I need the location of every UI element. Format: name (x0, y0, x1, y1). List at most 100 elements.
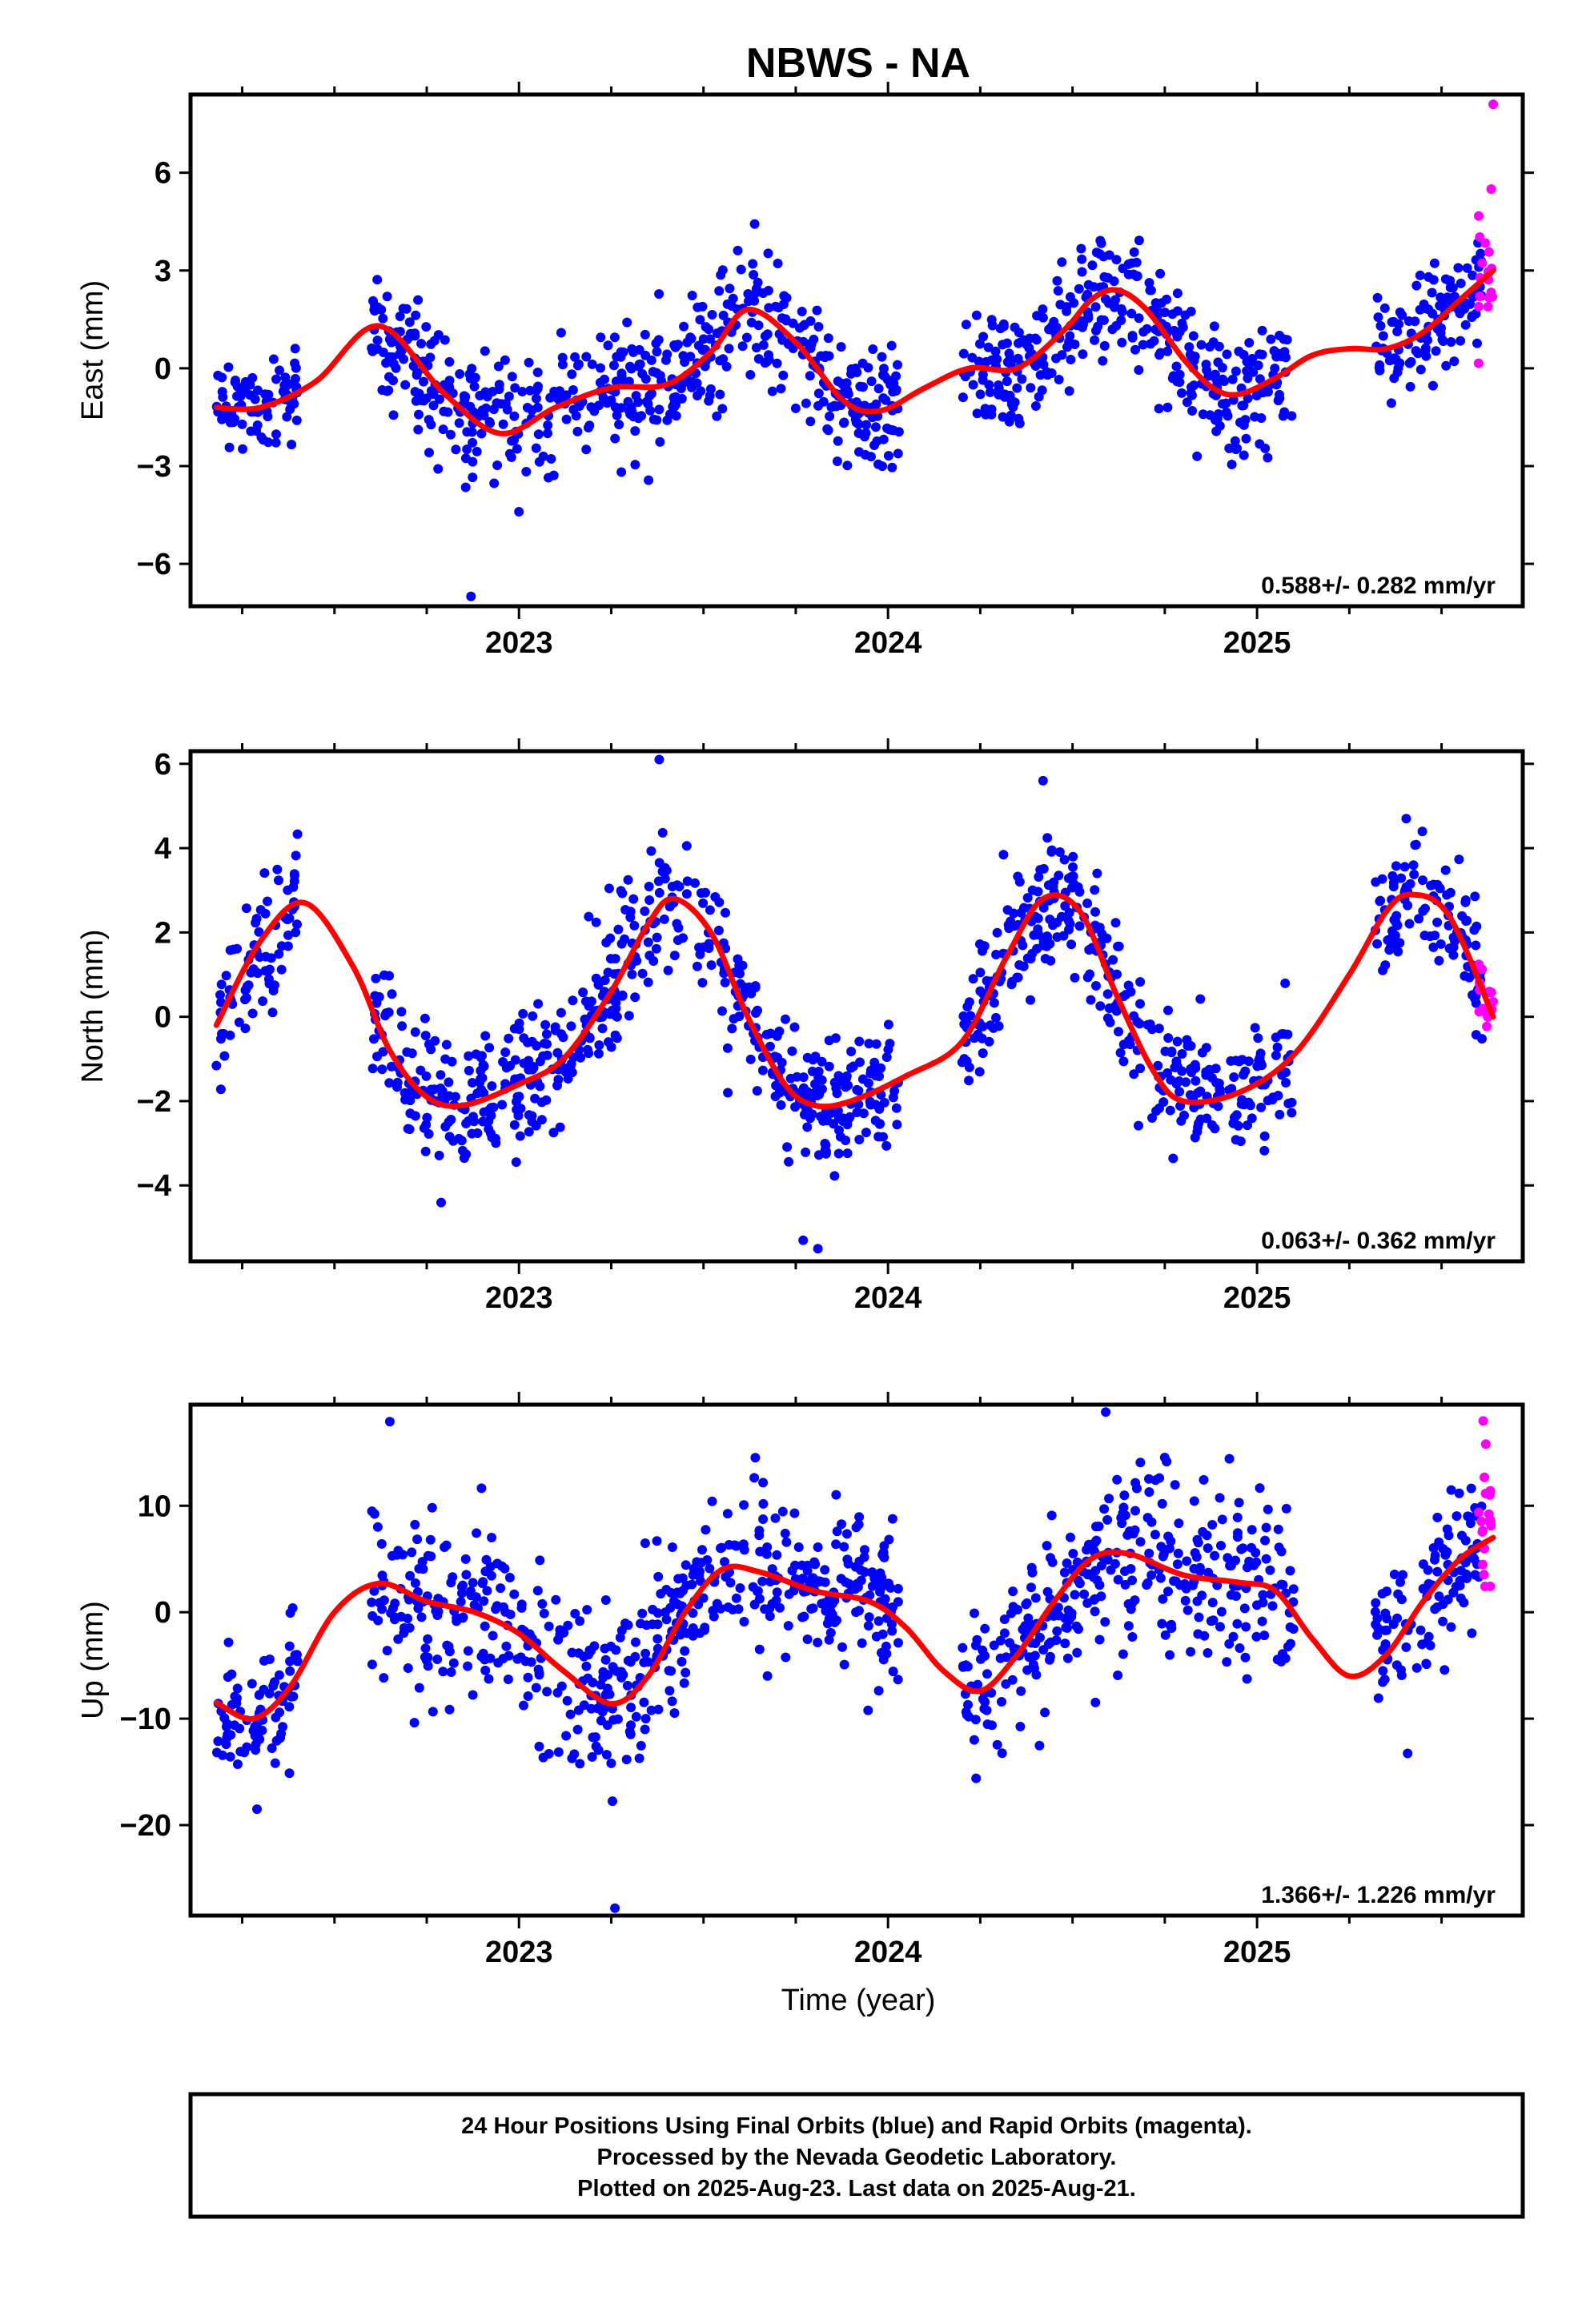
final-point (673, 1574, 684, 1584)
final-point (1076, 316, 1086, 326)
final-point (499, 1602, 508, 1612)
final-point (507, 436, 517, 446)
final-point (1411, 346, 1421, 356)
final-point (437, 1086, 448, 1096)
final-point (770, 301, 781, 312)
final-point (556, 1627, 566, 1637)
final-point (218, 392, 228, 402)
final-point (1391, 911, 1402, 921)
final-point (873, 384, 884, 394)
final-point (758, 288, 769, 298)
final-point (978, 1645, 988, 1655)
y-axis-label: East (mm) (76, 280, 110, 420)
final-point (544, 1621, 554, 1631)
final-point (611, 1645, 621, 1655)
final-point (1427, 287, 1437, 298)
final-point (563, 1620, 573, 1630)
final-point (797, 1612, 808, 1622)
final-point (468, 1690, 478, 1700)
final-point (641, 1620, 652, 1630)
final-point (565, 1709, 576, 1719)
final-point (661, 1607, 670, 1618)
final-point (223, 1730, 233, 1740)
final-point (1194, 1612, 1204, 1622)
final-point (575, 1759, 585, 1769)
final-point (1261, 1554, 1271, 1564)
final-point (1430, 1554, 1439, 1565)
final-point (567, 1753, 577, 1763)
final-point (1203, 1543, 1213, 1554)
y-tick-label: 4 (155, 832, 171, 866)
final-point (696, 888, 706, 899)
final-point (1270, 364, 1280, 373)
final-point (1014, 328, 1024, 338)
final-point (472, 1528, 482, 1538)
final-point (1452, 1511, 1462, 1522)
final-point (1435, 292, 1446, 303)
final-point (420, 1146, 431, 1156)
final-point (863, 1705, 873, 1715)
final-point (813, 1542, 823, 1552)
final-point (720, 977, 730, 987)
final-point (1403, 1748, 1413, 1759)
final-point (480, 1031, 491, 1041)
final-point (1153, 1060, 1163, 1071)
final-point (688, 1623, 698, 1633)
final-point (1263, 1504, 1273, 1514)
fit-line (213, 267, 1496, 436)
final-point (444, 1704, 455, 1715)
final-point (824, 1061, 834, 1072)
final-point (500, 1563, 510, 1574)
final-point (596, 1679, 606, 1690)
final-point (1163, 1033, 1174, 1043)
final-point (864, 1612, 874, 1622)
final-point (1066, 355, 1076, 364)
final-point (1253, 1033, 1263, 1043)
final-point (1401, 814, 1411, 824)
final-point (630, 992, 640, 1003)
final-point (1222, 349, 1232, 360)
rapid-point (1475, 292, 1485, 301)
rapid-point (1474, 211, 1484, 221)
final-point (966, 1011, 976, 1021)
final-point (1279, 334, 1289, 344)
final-point (774, 1026, 785, 1036)
final-point (1271, 352, 1282, 362)
final-point (1035, 1632, 1045, 1642)
final-point (600, 975, 610, 986)
final-point (853, 1582, 863, 1592)
final-point (855, 381, 865, 392)
final-point (1233, 1120, 1243, 1131)
final-point (608, 1796, 617, 1807)
final-point (1235, 1643, 1245, 1653)
final-point (694, 1570, 705, 1581)
final-point (1371, 877, 1381, 887)
final-point (1223, 1553, 1233, 1563)
final-point (211, 1060, 222, 1071)
outlier-point (1038, 775, 1048, 786)
final-point (893, 427, 904, 437)
final-point (541, 1095, 552, 1105)
final-point (594, 1040, 604, 1051)
final-point (749, 219, 760, 229)
final-point (270, 980, 279, 991)
final-point (964, 1062, 974, 1072)
final-point (1034, 392, 1044, 402)
final-point (652, 347, 662, 357)
final-point (723, 1088, 733, 1098)
final-point (1027, 885, 1038, 895)
final-point (801, 398, 811, 408)
final-point (1245, 1100, 1255, 1111)
final-point (1431, 346, 1441, 356)
rapid-point (1473, 358, 1484, 368)
final-point (1022, 893, 1033, 903)
final-point (507, 372, 517, 382)
final-point (885, 1039, 895, 1049)
final-point (424, 448, 434, 458)
final-point (748, 259, 758, 269)
final-point (717, 265, 728, 275)
final-point (410, 1027, 420, 1037)
final-point (640, 1724, 650, 1735)
final-point (1230, 1112, 1240, 1123)
